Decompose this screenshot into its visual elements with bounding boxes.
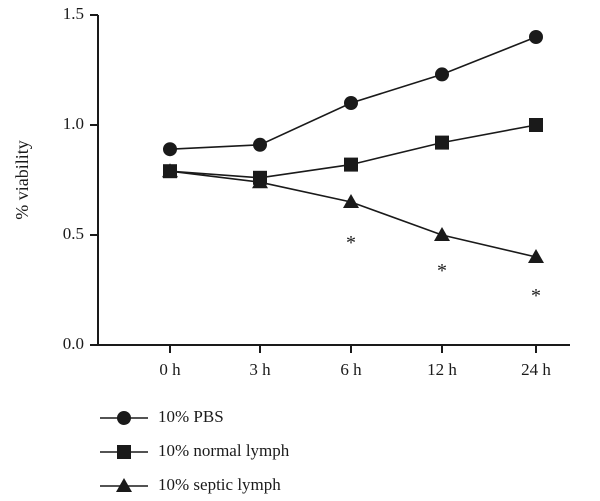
legend-label: 10% septic lymph xyxy=(158,475,281,494)
series-triangle xyxy=(162,163,544,263)
annotation-layer: * * * xyxy=(346,232,541,307)
data-point xyxy=(528,249,544,263)
x-tick-label: 0 h xyxy=(159,360,181,379)
series-square xyxy=(163,118,543,185)
legend: 10% PBS 10% normal lymph 10% septic lymph xyxy=(100,407,290,494)
legend-item: 10% septic lymph xyxy=(100,475,281,494)
data-point xyxy=(529,30,543,44)
significance-marker: * xyxy=(531,285,541,307)
data-point xyxy=(344,157,358,172)
series-circle xyxy=(163,30,543,157)
y-axis-label: % viability xyxy=(12,140,32,220)
data-point xyxy=(344,96,358,110)
series-layer xyxy=(162,30,544,263)
significance-marker: * xyxy=(346,232,356,254)
legend-marker xyxy=(117,411,131,425)
data-point xyxy=(435,135,449,150)
x-tick-label: 12 h xyxy=(427,360,457,379)
data-point xyxy=(253,137,267,152)
legend-marker xyxy=(116,478,132,492)
y-tick-label: 1.0 xyxy=(63,114,84,133)
data-point xyxy=(434,227,450,241)
x-tick-label: 6 h xyxy=(340,360,362,379)
legend-label: 10% PBS xyxy=(158,407,224,426)
data-point xyxy=(529,118,543,132)
x-tick-label: 24 h xyxy=(521,360,551,379)
data-point xyxy=(162,163,178,178)
significance-marker: * xyxy=(437,260,447,282)
data-point xyxy=(252,174,268,189)
data-point xyxy=(435,67,449,82)
data-point xyxy=(163,142,177,157)
legend-label: 10% normal lymph xyxy=(158,441,290,460)
y-tick-label: 0.5 xyxy=(63,224,84,243)
legend-item: 10% PBS xyxy=(100,407,224,426)
data-point xyxy=(343,194,359,208)
y-tick-label: 0.0 xyxy=(63,334,84,353)
x-tick-label: 3 h xyxy=(249,360,271,379)
legend-marker xyxy=(117,445,131,459)
axes: 0.0 0.5 1.0 1.5 0 h 3 h 6 h 12 h 24 h xyxy=(63,4,570,379)
legend-item: 10% normal lymph xyxy=(100,441,290,460)
series-line xyxy=(169,36,537,150)
y-tick-label: 1.5 xyxy=(63,4,84,23)
